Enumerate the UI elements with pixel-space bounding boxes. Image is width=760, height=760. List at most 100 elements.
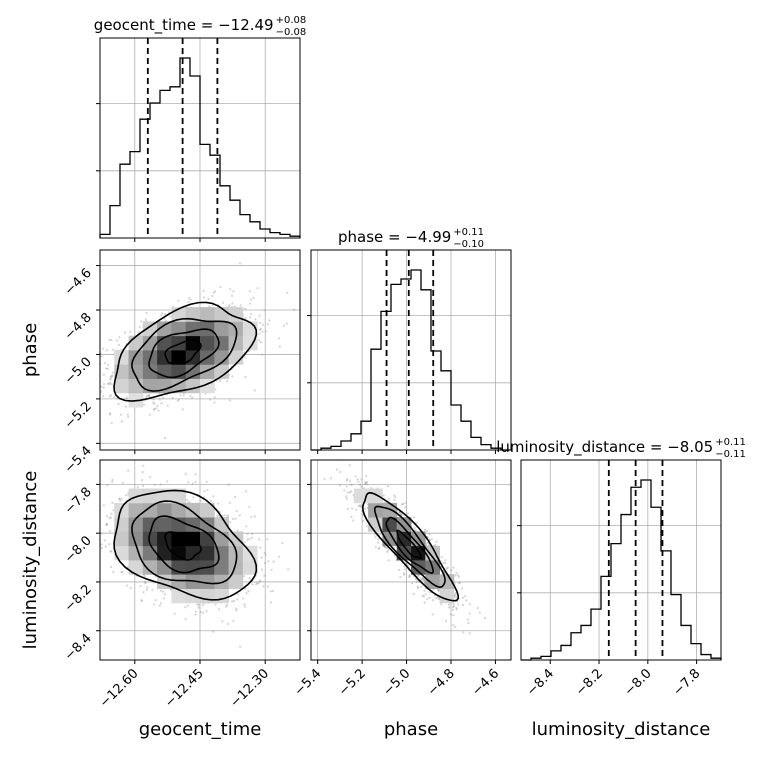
scatter-point [151, 588, 154, 591]
scatter-point [127, 469, 130, 472]
scatter-point [243, 603, 246, 606]
scatter-point [214, 290, 217, 293]
scatter-point [323, 477, 326, 480]
y-axis-label-phase: phase [20, 323, 41, 377]
scatter-point [245, 490, 248, 493]
density-cell [228, 560, 244, 575]
scatter-point [117, 343, 121, 346]
scatter-point [258, 538, 261, 541]
scatter-point [264, 330, 267, 333]
scatter-point [127, 415, 130, 419]
density-cell [114, 545, 129, 561]
density-cell [157, 321, 172, 337]
scatter-point [187, 301, 190, 304]
scatter-point [160, 314, 163, 317]
scatter-point [259, 341, 262, 344]
scatter-point [108, 382, 111, 386]
scatter-point [445, 619, 448, 623]
density-cell [382, 502, 398, 518]
density-cell [185, 321, 201, 337]
histogram-step-luminosity_distance [521, 479, 722, 661]
scatter-point [431, 599, 434, 602]
density-cell [171, 588, 187, 604]
scatter-point [362, 520, 365, 523]
scatter-point [376, 541, 380, 544]
scatter-point [413, 526, 416, 530]
scatter-point [153, 483, 156, 486]
scatter-point [118, 497, 121, 500]
scatter-point [100, 355, 103, 358]
scatter-point [350, 483, 353, 486]
scatter-point [363, 507, 367, 510]
scatter-point [176, 399, 180, 402]
density-cell [114, 378, 129, 394]
density-cell [171, 545, 187, 561]
joint-content [100, 262, 296, 440]
density-cell [171, 335, 187, 351]
scatter-point [354, 475, 357, 478]
scatter-point [106, 367, 109, 370]
title-sup: +0.11 [453, 227, 484, 238]
density-cell [200, 502, 215, 518]
scatter-point [454, 574, 457, 577]
scatter-point [110, 339, 113, 342]
scatter-point [142, 403, 145, 406]
scatter-point [124, 331, 127, 334]
scatter-point [105, 524, 108, 527]
contour-level-0 [164, 339, 202, 365]
scatter-point [423, 528, 427, 532]
scatter-point [462, 631, 465, 634]
scatter-point [124, 405, 128, 408]
panel-frame [310, 459, 512, 661]
scatter-point [145, 311, 148, 315]
scatter-point [287, 568, 290, 571]
scatter-point [468, 612, 471, 615]
scatter-point [420, 578, 423, 581]
scatter-point [188, 500, 191, 504]
scatter-point [351, 507, 354, 510]
scatter-point [244, 307, 247, 311]
scatter-point [102, 347, 105, 350]
scatter-point [457, 582, 460, 585]
scatter-point [248, 290, 251, 293]
scatter-point [104, 545, 107, 548]
scatter-point [397, 568, 401, 572]
scatter-point [118, 336, 121, 339]
scatter-point [235, 607, 238, 610]
scatter-point [253, 515, 256, 518]
scatter-point [229, 288, 232, 291]
scatter-point [129, 330, 132, 333]
scatter-point [152, 408, 156, 411]
scatter-point [262, 585, 265, 588]
title-geocent_time: geocent_time = −12.49 +0.08−0.08 [94, 15, 306, 38]
scatter-point [216, 514, 219, 518]
scatter-point [143, 581, 147, 584]
scatter-point [236, 593, 239, 596]
density-cell [185, 335, 201, 351]
scatter-point [234, 517, 237, 520]
scatter-point [348, 491, 352, 494]
panel-frame [520, 459, 722, 661]
scatter-point [228, 501, 231, 504]
scatter-point [112, 348, 115, 351]
scatter-point [194, 610, 197, 613]
scatter-point [247, 590, 250, 593]
scatter-point [159, 483, 162, 486]
scatter-point [422, 578, 425, 581]
scatter-point [423, 601, 426, 604]
scatter-point [100, 532, 103, 535]
scatter-point [227, 305, 230, 308]
scatter-point [219, 285, 222, 289]
scatter-point [348, 464, 351, 467]
contour-level-0 [396, 529, 422, 559]
title-main: luminosity_distance = −8.05 [496, 438, 713, 457]
scatter-point [141, 599, 144, 603]
scatter-point [359, 504, 362, 507]
scatter-point [452, 614, 455, 617]
title-sub: −0.11 [715, 449, 746, 460]
scatter-point [445, 567, 448, 570]
scatter-point [173, 612, 176, 615]
scatter-point [467, 621, 470, 625]
scatter-point [121, 481, 124, 484]
density-cell [214, 335, 229, 351]
